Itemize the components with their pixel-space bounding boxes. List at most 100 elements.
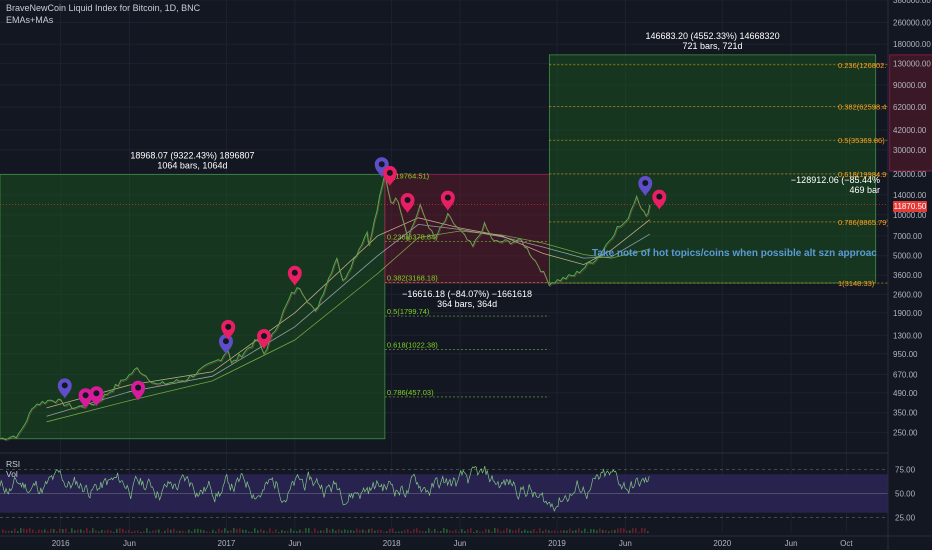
map-pin-hole xyxy=(642,180,649,187)
volume-bar xyxy=(302,531,304,533)
volume-bar xyxy=(506,528,508,533)
volume-bar xyxy=(149,531,151,533)
volume-bar xyxy=(320,530,322,533)
volume-bar xyxy=(485,528,487,533)
volume-bar xyxy=(383,531,385,533)
x-tick-label: Oct xyxy=(840,539,853,548)
volume-bar xyxy=(623,528,625,533)
volume-bar xyxy=(365,530,367,533)
volume-bar xyxy=(317,530,319,533)
volume-bar xyxy=(482,531,484,533)
volume-bar xyxy=(176,530,178,533)
volume-bar xyxy=(80,529,82,533)
x-tick-label: 2019 xyxy=(548,539,566,548)
indicator-label[interactable]: EMAs+MAs xyxy=(6,15,54,25)
volume-bar xyxy=(575,530,577,533)
volume-bar xyxy=(353,530,355,533)
y-tick-label: 130000.00 xyxy=(893,59,931,68)
markers xyxy=(57,157,667,409)
x-tick-label: 2017 xyxy=(218,539,236,548)
volume-bar xyxy=(101,529,103,533)
map-pin-hole xyxy=(404,197,411,204)
volume-bar xyxy=(266,531,268,533)
volume-bar xyxy=(38,529,40,533)
measure-bars-label: 1064 bars, 1064d xyxy=(157,161,227,171)
y-tick-label: 62000.00 xyxy=(893,103,927,112)
volume-bar xyxy=(458,531,460,533)
volume-bar xyxy=(314,528,316,533)
volume-bar xyxy=(548,530,550,533)
measure-zone-red xyxy=(384,174,550,284)
volume-bar xyxy=(497,528,499,533)
volume-bar xyxy=(527,530,529,533)
y-tick-label: 14000.00 xyxy=(893,191,927,200)
volume-bar xyxy=(326,528,328,533)
measure-label: 146683.20 (4552.33%) 14668320 xyxy=(645,31,779,41)
volume-bar xyxy=(380,529,382,533)
volume-bar xyxy=(467,529,469,533)
volume-bar xyxy=(392,528,394,533)
volume-bar xyxy=(566,530,568,533)
volume-bar xyxy=(608,531,610,533)
map-pin-icon xyxy=(382,165,397,186)
map-pin-hole xyxy=(222,338,229,345)
volume-bar xyxy=(626,530,628,533)
volume-bar xyxy=(620,528,622,533)
volume-bar xyxy=(212,529,214,533)
volume-bar xyxy=(158,529,160,533)
x-tick-label: Jun xyxy=(619,539,632,548)
fib-label: 0.618(19984.9 xyxy=(838,170,886,179)
rsi-tick-label: 75.00 xyxy=(895,465,916,474)
volume-bar xyxy=(146,528,148,533)
volume-bar xyxy=(491,531,493,533)
volume-bar xyxy=(524,529,526,533)
volume-bar xyxy=(104,530,106,533)
volume-bar xyxy=(281,530,283,533)
volume-bar xyxy=(518,528,520,533)
volume-bar xyxy=(131,531,133,533)
volume-bar xyxy=(431,530,433,533)
volume-bar xyxy=(479,531,481,533)
map-pin-hole xyxy=(93,390,100,397)
vol-label[interactable]: Vol xyxy=(6,469,18,479)
volume-bar xyxy=(47,531,49,533)
rsi-tick-label: 50.00 xyxy=(895,490,916,499)
volume-bar xyxy=(614,529,616,533)
volume-bar xyxy=(617,528,619,533)
rsi-tick-label: 25.00 xyxy=(895,514,916,523)
rsi-label[interactable]: RSI xyxy=(6,459,21,469)
volume-bar xyxy=(164,530,166,533)
volume-bar xyxy=(161,531,163,533)
volume-bar xyxy=(284,530,286,533)
volume-bar xyxy=(647,531,649,533)
volume-bar xyxy=(323,530,325,533)
fib-label: 1(3148.33) xyxy=(838,279,875,288)
volume-bar xyxy=(437,530,439,533)
volume-bar xyxy=(407,529,409,533)
volume-bar xyxy=(170,529,172,533)
volume-bar xyxy=(113,531,115,533)
volume-bar xyxy=(371,528,373,533)
volume-bar xyxy=(125,530,127,533)
volume-bar xyxy=(455,529,457,533)
fib-label: 0.382(62598.4 xyxy=(838,102,886,111)
volume-bar xyxy=(593,529,595,533)
volume-bar xyxy=(428,528,430,533)
y-tick-label: 260000.00 xyxy=(893,18,931,27)
volume-bar xyxy=(416,528,418,533)
volume-bar xyxy=(554,530,556,533)
volume-bar xyxy=(197,528,199,533)
volume-bar xyxy=(245,529,247,533)
time-axis: 2016 Jun 2017 Jun 2018 Jun 2019 Jun 2020 Jun Oct xyxy=(52,539,854,548)
volume-bar xyxy=(242,529,244,533)
volume-bar xyxy=(560,530,562,533)
y-tick-label: 380000.00 xyxy=(893,0,931,5)
volume-bar xyxy=(332,528,334,533)
volume-bar xyxy=(254,528,256,533)
y-tick-label: 350.00 xyxy=(893,409,918,418)
volume-bar xyxy=(419,530,421,533)
volume-bar xyxy=(110,530,112,533)
volume-bar xyxy=(287,530,289,533)
